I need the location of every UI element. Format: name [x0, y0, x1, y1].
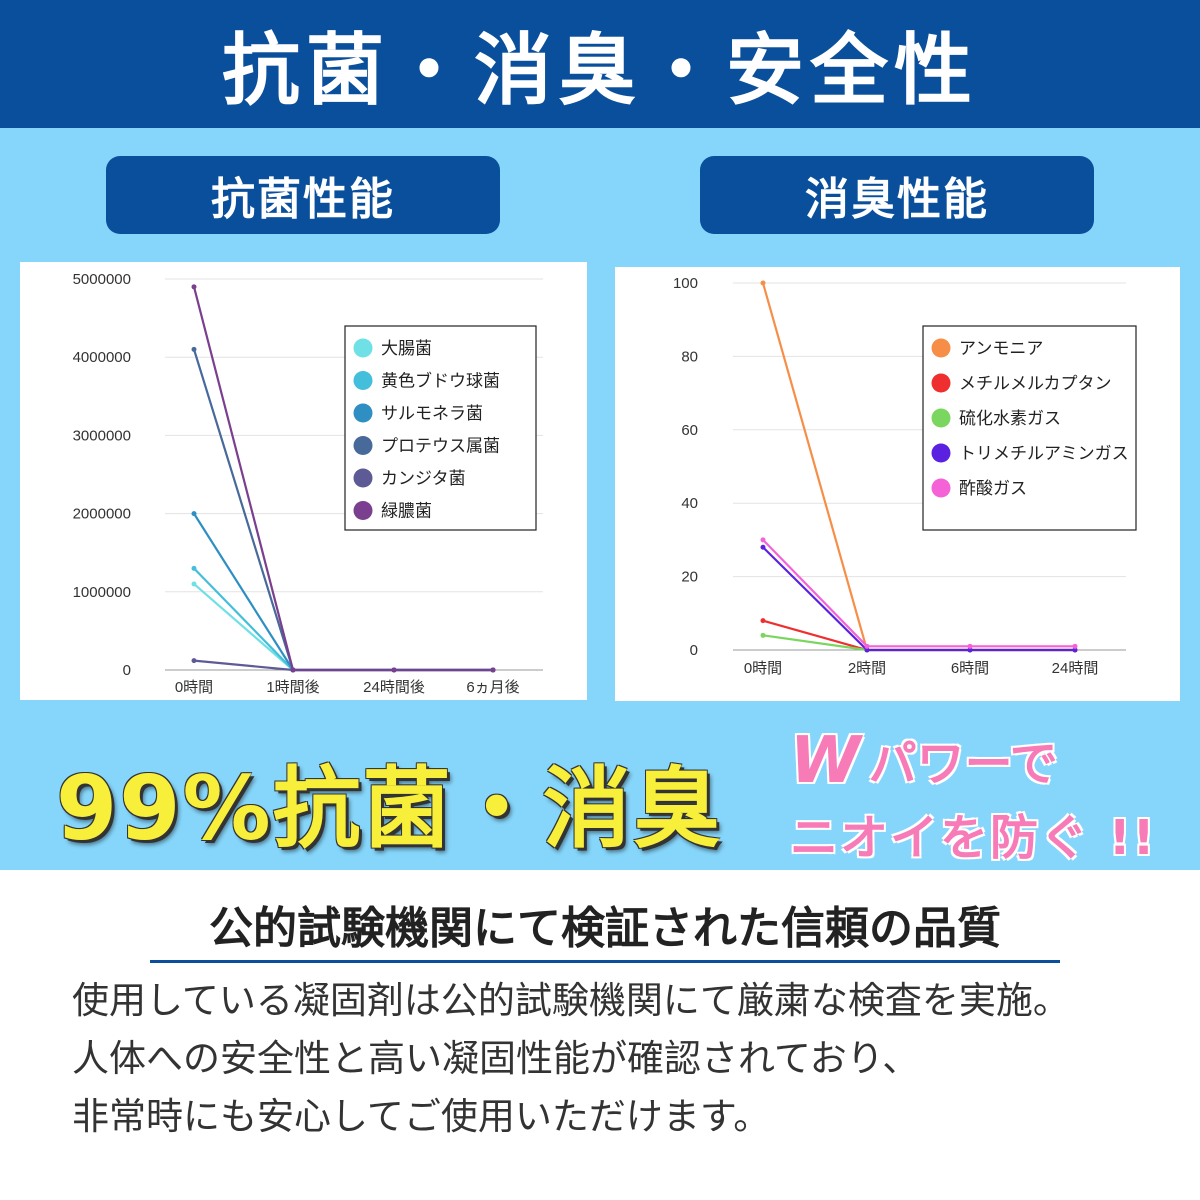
- y-tick-label: 2000000: [73, 506, 131, 523]
- legend-swatch: [353, 501, 373, 520]
- series-line: [762, 546, 1075, 652]
- y-tick-label: 4000000: [73, 349, 131, 366]
- legend-label: サルモネラ菌: [381, 404, 483, 424]
- x-tick-label: 0時間: [744, 660, 782, 677]
- data-point: [191, 658, 197, 664]
- legend-box: [344, 325, 537, 531]
- data-point: [191, 346, 197, 352]
- section-heading: 公的試験機関にて検証された信頼の品質: [150, 892, 1060, 963]
- data-point: [1072, 643, 1078, 649]
- w-power-line1: パワーで: [868, 736, 1058, 792]
- y-tick-label: 3000000: [73, 427, 131, 444]
- body-line: 非常時にも安心してご使用いただけます。: [72, 1095, 771, 1138]
- legend-box: [922, 325, 1137, 531]
- legend-swatch: [353, 338, 373, 358]
- data-point: [490, 667, 496, 673]
- body-line: 人体への安全性と高い凝固性能が確認されており、: [72, 1037, 920, 1080]
- data-point: [967, 647, 973, 653]
- data-point: [191, 581, 197, 587]
- w-power-callout: W パワーで ニオイを防ぐ !!: [790, 724, 1170, 868]
- antibacterial-chart: 0 1000000 2000000 3000000 4000000 5000000 0時間 1…: [73, 271, 543, 696]
- data-point: [864, 643, 870, 649]
- data-point: [290, 667, 296, 673]
- y-tick-label: 60: [681, 422, 698, 439]
- legend-label: 酢酸ガス: [959, 479, 1027, 499]
- data-point: [391, 667, 397, 673]
- data-point: [967, 643, 973, 649]
- y-tick-label: 5000000: [73, 271, 131, 288]
- x-tick-label: 6時間: [951, 660, 989, 677]
- legend-label: カンジタ菌: [381, 469, 466, 489]
- y-tick-label: 0: [690, 642, 698, 659]
- series-line: [192, 286, 493, 672]
- deodorize-chart: 0 20 40 60 80 100 0時間 2時間 6時間 24時間 アンモニアメチルメルカプタン硫…: [673, 275, 1137, 677]
- legend-label: 硫化水素ガス: [959, 409, 1061, 429]
- legend-swatch: [353, 403, 373, 423]
- legend-label: トリメチルアミンガス: [959, 444, 1129, 464]
- legend-label: メチルメルカプタン: [959, 374, 1112, 394]
- y-tick-label: 80: [681, 348, 698, 365]
- y-tick-label: 0: [123, 662, 131, 679]
- data-point: [760, 280, 766, 286]
- x-tick-label: 6ヵ月後: [466, 679, 519, 696]
- y-tick-label: 20: [681, 569, 698, 586]
- x-tick-label: 1時間後: [266, 679, 319, 696]
- y-tick-label: 1000000: [73, 584, 131, 601]
- x-tick-label: 0時間: [175, 679, 213, 696]
- series-line: [762, 539, 1075, 648]
- legend-swatch: [353, 468, 373, 488]
- body-text: 使用している凝固剤は公的試験機関にて厳粛な検査を実施。 人体への安全性と高い凝固…: [72, 972, 1172, 1146]
- data-point: [191, 565, 197, 571]
- data-point: [191, 511, 197, 517]
- series-line: [762, 634, 1075, 652]
- legend-label: 緑膿菌: [381, 502, 432, 522]
- legend-swatch: [931, 443, 951, 463]
- series-line: [193, 583, 493, 672]
- series-line: [193, 659, 493, 672]
- legend-swatch: [931, 478, 951, 498]
- w-power-line2: ニオイを防ぐ !!: [790, 810, 1157, 866]
- x-tick-label: 24時間後: [363, 679, 425, 696]
- legend-swatch: [353, 371, 373, 390]
- legend-swatch: [931, 338, 951, 358]
- data-point: [760, 618, 766, 624]
- data-point: [864, 647, 870, 653]
- data-point: [1072, 647, 1078, 653]
- data-point: [760, 544, 766, 550]
- top-banner: 抗菌・消臭・安全性: [0, 0, 1200, 128]
- x-tick-label: 2時間: [848, 660, 886, 677]
- legend-swatch: [931, 408, 951, 428]
- page-title: 抗菌・消臭・安全性: [221, 26, 978, 116]
- data-point: [760, 632, 766, 638]
- legend-label: 大腸菌: [381, 339, 432, 359]
- antibacterial-label: 抗菌性能: [106, 156, 500, 234]
- legend-label: プロテウス属菌: [381, 437, 500, 457]
- antibacterial-chart-panel: 0 1000000 2000000 3000000 4000000 5000000 0時間 1…: [20, 262, 587, 700]
- slogan-main: 99%抗菌・消臭: [56, 757, 723, 860]
- deodorize-chart-panel: 0 20 40 60 80 100 0時間 2時間 6時間 24時間 アンモニアメチルメルカプタン硫…: [615, 267, 1180, 701]
- data-point: [760, 537, 766, 543]
- legend-label: 黄色ブドウ球菌: [381, 371, 500, 392]
- legend-swatch: [931, 373, 951, 393]
- body-line: 使用している凝固剤は公的試験機関にて厳粛な検査を実施。: [72, 979, 1070, 1022]
- deodorize-label: 消臭性能: [700, 156, 1094, 234]
- x-tick-label: 24時間: [1052, 660, 1099, 677]
- legend-swatch: [353, 436, 373, 455]
- y-tick-label: 100: [673, 275, 698, 292]
- y-tick-label: 40: [681, 495, 698, 512]
- w-letter: W: [790, 724, 861, 798]
- legend-label: アンモニア: [959, 339, 1043, 359]
- data-point: [191, 284, 197, 290]
